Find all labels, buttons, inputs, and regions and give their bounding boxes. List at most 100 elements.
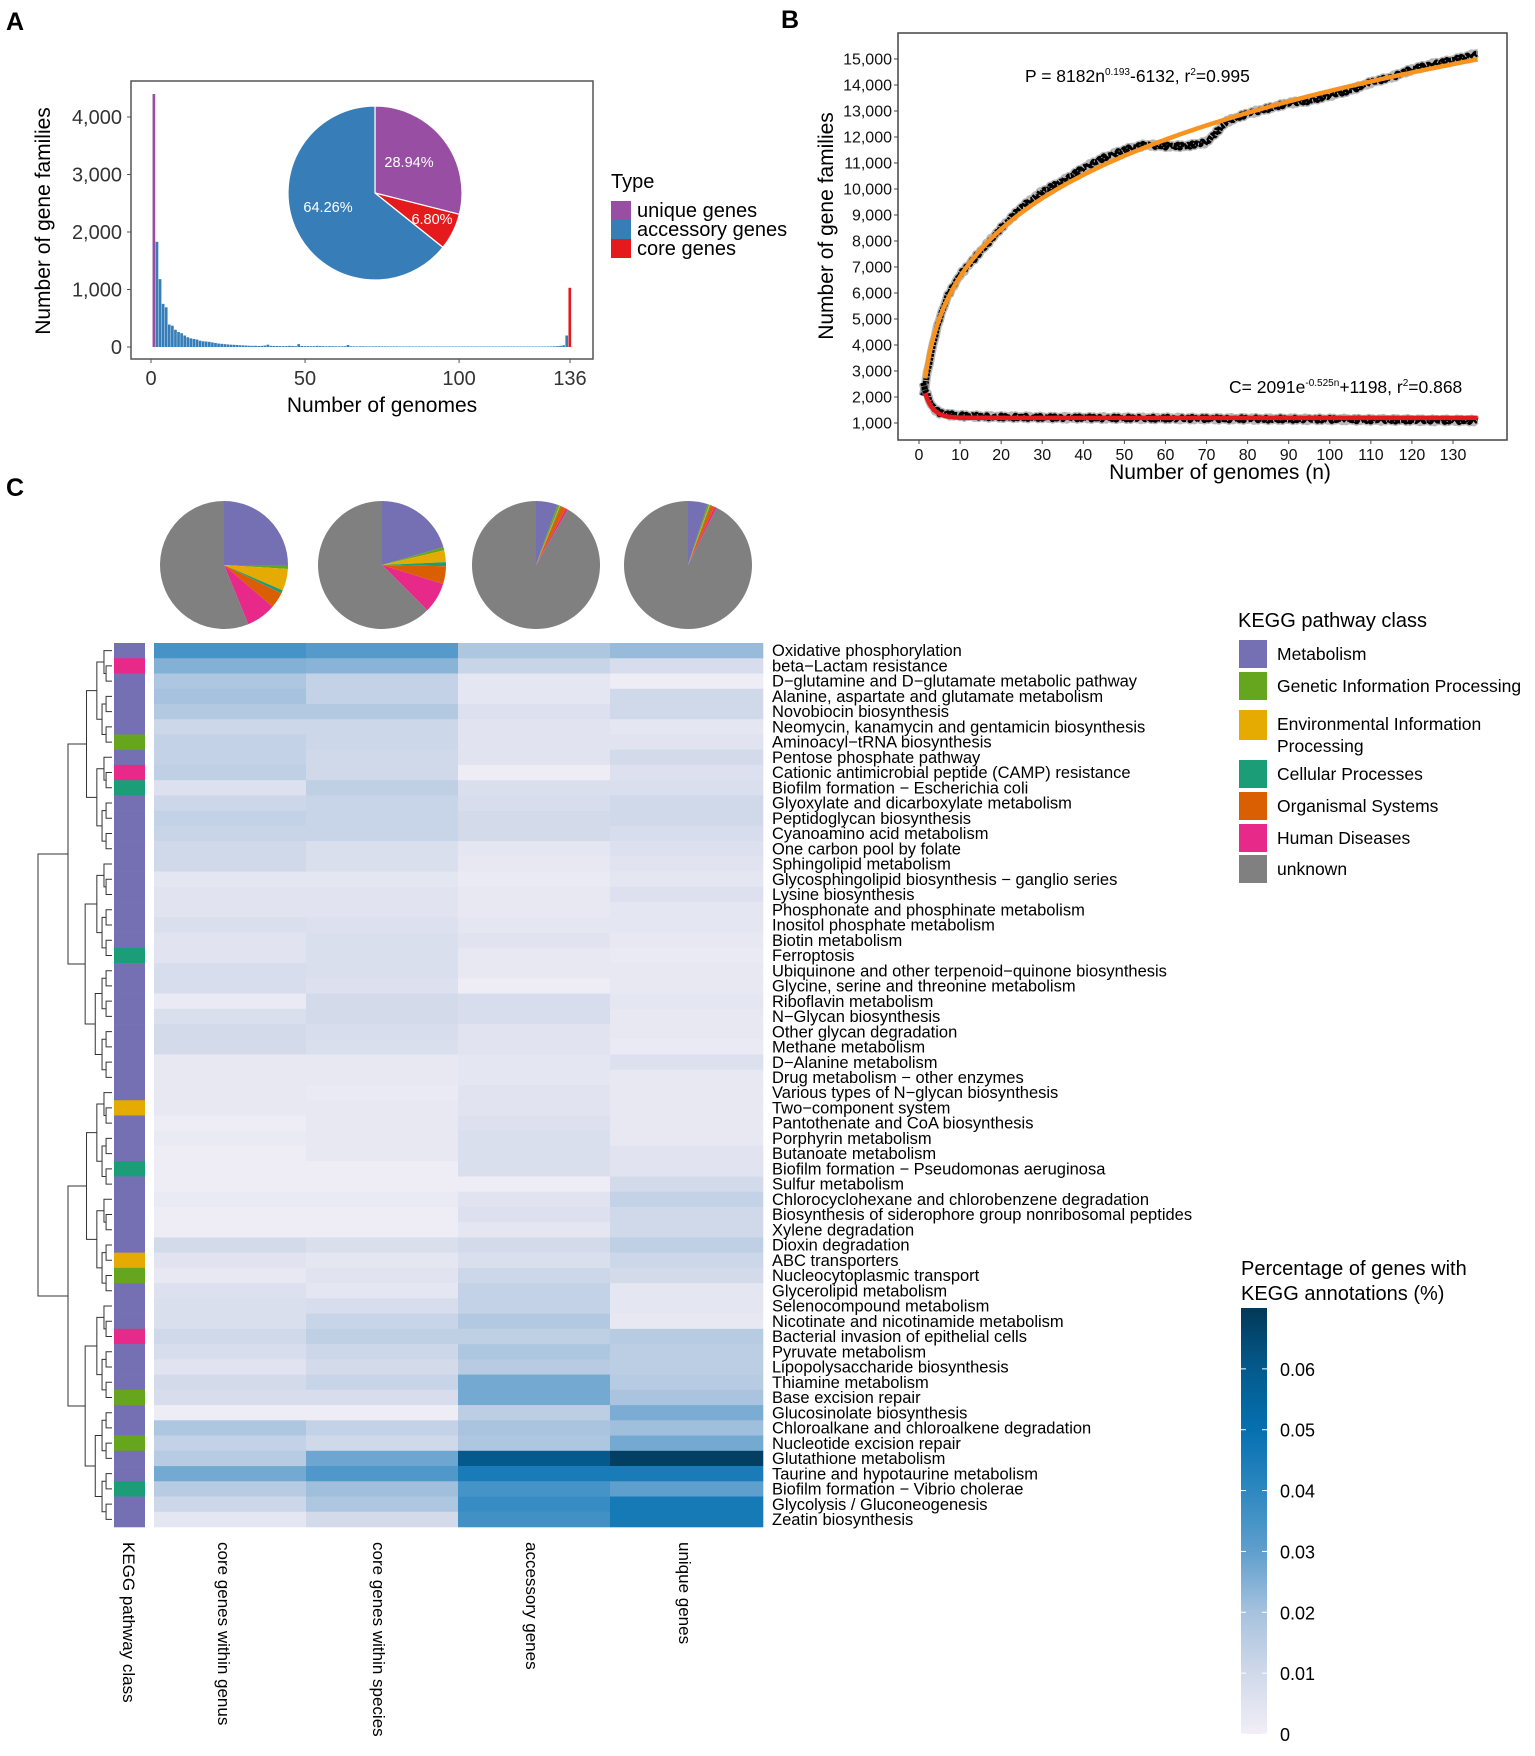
heatmap-cell [154,749,307,766]
heatmap-cell [154,1283,307,1299]
histogram-bar [254,345,257,347]
heatmap-cell [154,1359,307,1375]
row-label: Peptidoglycan biosynthesis [772,810,971,828]
y-tick-label: 4,000 [72,107,122,129]
heatmap-cell [154,902,307,918]
heatmap-cell [458,871,611,888]
x-tick-label: 10 [951,447,969,464]
class-cell [114,1130,145,1147]
heatmap-cell [154,1008,307,1025]
histogram-bar [195,339,199,347]
heatmap-cell [458,719,611,735]
heatmap-cell [154,1161,307,1177]
class-legend-swatch [1239,760,1267,788]
heatmap-cell [154,993,307,1010]
row-label: Selenocompound metabolism [772,1298,989,1316]
panel-label-a: A [6,8,24,36]
row-label: Pantothenate and CoA biosynthesis [772,1115,1033,1133]
heatmap-cell [306,1359,459,1375]
heatmap-cell [306,1085,459,1101]
heatmap-cell [610,1100,764,1116]
dendrogram-branch [103,863,112,888]
histogram-bar [152,94,156,347]
row-label: Base excision repair [772,1389,921,1407]
heatmap-cell [610,1115,764,1132]
heatmap-cell [458,673,611,690]
heatmap-cell [154,719,307,735]
row-label: Lysine biosynthesis [772,886,914,904]
histogram-bar [291,345,294,347]
dendrogram-branch [37,853,68,1297]
heatmap-cell [610,825,764,842]
heatmap-cell [610,734,764,750]
x-axis-title-b: Number of genomes (n) [1109,461,1331,484]
row-label: Glycolysis / Gluconeogenesis [772,1496,988,1514]
column-pie-slice [224,501,288,565]
class-cell [114,1237,145,1253]
heatmap-cell [154,978,307,994]
heatmap-cell [610,1237,764,1253]
column-pie-slice [688,504,710,565]
heatmap-cell [610,1450,764,1467]
heatmap-cell [154,1328,307,1345]
heatmap-cell [306,1161,459,1177]
row-label: Glycerolipid metabolism [772,1282,947,1300]
plot-frame-b [897,32,1508,441]
heatmap-cell [154,1267,307,1284]
row-label: ABC transporters [772,1252,899,1270]
colorbar-tick-label: 0.05 [1280,1421,1315,1441]
class-cell [114,1359,145,1375]
histogram-bar [180,333,183,347]
heatmap-cell [306,780,459,796]
heatmap-cell [306,963,459,979]
histogram-bar [217,343,220,347]
heatmap-cell [154,1145,307,1162]
legend-label: core genes [637,238,736,260]
row-label: Ferroptosis [772,947,855,965]
heatmap-cell [458,1359,611,1375]
heatmap-cell [610,1008,764,1025]
heatmap-cell [458,734,611,750]
histogram-bar [226,344,230,347]
heatmap-cell [154,841,307,857]
class-cell [114,734,145,750]
row-label: Ubiquinone and other terpenoid−quinone b… [772,962,1167,980]
heatmap-cell [610,719,764,735]
class-legend-label: Genetic Information Processing [1277,676,1521,696]
histogram-bar [352,346,356,347]
heatmap-cell [458,1405,611,1421]
x-axis-title-a: Number of genomes [287,394,477,417]
heatmap-cell [610,643,764,659]
heatmap-cell [306,1222,459,1238]
histogram-bar [343,346,347,347]
y-tick-label: 4,000 [852,338,892,355]
pan-fit-line [922,57,1479,379]
heatmap-cell [458,1466,611,1482]
heatmap-cell [154,871,307,888]
x-tick-label: 130 [1440,447,1467,464]
heatmap-cell [458,856,611,872]
pie-percent-label: 64.26% [303,200,352,216]
histogram-bar [340,346,344,347]
heatmap-cell [610,810,764,827]
row-label: Inositol phosphate metabolism [772,917,995,935]
class-cell [114,810,145,827]
x-tick-label: 50 [1115,447,1133,464]
class-cell [114,1252,145,1269]
heatmap-cell [306,825,459,842]
class-cell [114,871,145,888]
class-cell [114,886,145,903]
row-label: Thiamine metabolism [772,1374,929,1392]
row-label: N−Glycan biosynthesis [772,1008,940,1026]
heatmap-cell [306,764,459,781]
heatmap-cell [458,1389,611,1406]
y-tick-label: 15,000 [843,52,892,69]
histogram-bar [260,345,264,347]
heatmap-cell [306,1466,459,1482]
histogram-bar [288,345,291,347]
class-cell [114,1085,145,1101]
heatmap-cell [306,1344,459,1360]
heatmap-cell [306,1405,459,1421]
class-cell [114,841,145,857]
histogram-bar [192,338,196,347]
